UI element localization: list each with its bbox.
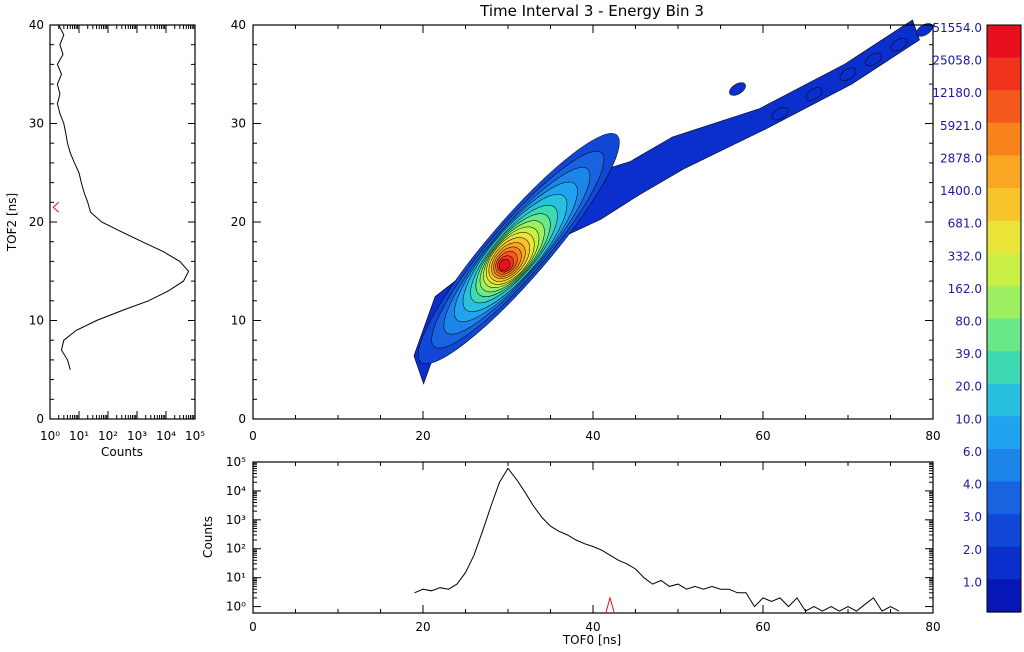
bottom-y-tick-label: 10²: [226, 542, 246, 556]
contour-blob: [839, 67, 857, 81]
colorbar-swatch: [987, 481, 1021, 515]
colorbar-label: 80.0: [955, 315, 982, 329]
colorbar-swatch: [987, 546, 1021, 580]
left-counts-panel: 0 10 20 30 40 10⁰ 10¹ 10² 10³ 10⁴ 10⁵ TOF2 [ns] Co…: [5, 18, 205, 459]
main-y-tick-label: 40: [231, 18, 246, 32]
bottom-x-tick-label: 40: [585, 620, 600, 634]
main-y-tick-label: 30: [231, 117, 246, 131]
colorbar-label: 3.0: [963, 510, 982, 524]
left-axis-ticks: 0 10 20 30 40 10⁰ 10¹ 10² 10³ 10⁴ 10⁵: [29, 18, 206, 443]
main-x-tick-label: 80: [925, 429, 940, 443]
left-x-axis-label: Counts: [101, 445, 143, 459]
colorbar-label: 12180.0: [932, 86, 982, 100]
main-axis-ticks: 0 20 40 60 80 0 10 20 30 40: [231, 18, 941, 443]
main-heatmap-panel: 0 20 40 60 80 0 10 20 30 40: [231, 18, 941, 443]
left-y-tick-label: 20: [29, 215, 44, 229]
bottom-x-axis-label: TOF0 [ns]: [562, 633, 621, 647]
colorbar-label: 51554.0: [932, 21, 982, 35]
colorbar-label: 162.0: [948, 282, 982, 296]
main-x-tick-label: 20: [415, 429, 430, 443]
colorbar-swatch: [987, 155, 1021, 189]
bottom-y-axis-label: Counts: [201, 516, 215, 558]
left-x-tick-label: 10⁴: [156, 429, 176, 443]
main-y-tick-label: 20: [231, 215, 246, 229]
bottom-axis-ticks: 0 20 40 60 80 10⁰ 10¹ 10² 10³ 10⁴ 10⁵: [226, 455, 941, 634]
contour-blob: [771, 107, 789, 121]
colorbar-swatch: [987, 188, 1021, 222]
colorbar-swatch: [987, 416, 1021, 450]
bottom-y-tick-label: 10⁴: [226, 484, 246, 498]
bottom-x-tick-label: 80: [925, 620, 940, 634]
colorbar-swatch: [987, 220, 1021, 254]
colorbar-swatch: [987, 383, 1021, 417]
colorbar-label: 25058.0: [932, 54, 982, 68]
colorbar-label: 2.0: [963, 543, 982, 557]
colorbar-swatch: [987, 253, 1021, 287]
main-x-tick-label: 60: [755, 429, 770, 443]
colorbar-swatch: [987, 285, 1021, 320]
colorbar-label: 1.0: [963, 575, 982, 589]
bottom-red-profile: [605, 596, 615, 614]
left-x-tick-label: 10⁰: [40, 429, 60, 443]
chart-title: Time Interval 3 - Energy Bin 3: [479, 2, 704, 20]
bottom-x-tick-label: 20: [415, 620, 430, 634]
colorbar-label: 5921.0: [940, 119, 982, 133]
left-profile-lines: [52, 24, 190, 370]
bottom-plot-frame: [252, 461, 934, 614]
contour-blob: [890, 38, 908, 52]
main-y-tick-label: 10: [231, 314, 246, 328]
left-y-tick-label: 10: [29, 314, 44, 328]
main-x-tick-label: 0: [249, 429, 257, 443]
contour-fill: [413, 19, 933, 385]
colorbar-swatch: [987, 579, 1021, 613]
colorbar-swatch: [987, 514, 1021, 548]
left-plot-frame: [49, 24, 196, 420]
contour-blob: [729, 82, 746, 96]
colorbar-label: 20.0: [955, 380, 982, 394]
contour-band: [498, 259, 511, 271]
bottom-counts-panel: 0 20 40 60 80 10⁰ 10¹ 10² 10³ 10⁴ 10⁵ Counts TOF0 …: [201, 455, 941, 647]
colorbar-label: 6.0: [963, 445, 982, 459]
left-x-tick-label: 10³: [127, 429, 147, 443]
colorbar-label: 10.0: [955, 412, 982, 426]
colorbar-swatch: [987, 448, 1021, 483]
colorbar-frame: [986, 24, 1022, 613]
colorbar-label: 4.0: [963, 478, 982, 492]
contour-blob: [805, 87, 823, 101]
colorbar-label: 332.0: [948, 249, 982, 263]
colorbar-label: 39.0: [955, 347, 982, 361]
left-red-profile: [52, 201, 60, 213]
left-x-tick-label: 10²: [98, 429, 118, 443]
left-y-tick-label: 40: [29, 18, 44, 32]
colorbar-label: 2878.0: [940, 151, 982, 165]
colorbar-swatch: [987, 25, 1021, 59]
bottom-y-tick-label: 10⁵: [226, 455, 246, 469]
left-x-tick-label: 10⁵: [185, 429, 205, 443]
colorbar-label: 1400.0: [940, 184, 982, 198]
colorbar-swatch: [987, 351, 1021, 385]
main-y-tick-label: 0: [238, 412, 246, 426]
left-y-tick-label: 0: [36, 412, 44, 426]
bottom-counts-profile: [414, 467, 900, 612]
left-y-tick-label: 30: [29, 117, 44, 131]
bottom-y-tick-label: 10⁰: [226, 600, 246, 614]
colorbar-swatch: [987, 57, 1021, 91]
contour-blob: [865, 52, 882, 67]
colorbar-swatch: [987, 90, 1021, 124]
bottom-profile-lines: [414, 467, 900, 614]
bottom-x-tick-label: 0: [249, 620, 257, 634]
main-x-tick-label: 40: [585, 429, 600, 443]
bottom-x-tick-label: 60: [755, 620, 770, 634]
colorbar-swatch: [987, 122, 1021, 156]
colorbar-label: 681.0: [948, 217, 982, 231]
bottom-y-tick-label: 10¹: [226, 571, 246, 585]
colorbar-swatch: [987, 318, 1021, 352]
bottom-y-tick-label: 10³: [226, 513, 246, 527]
left-y-axis-label: TOF2 [ns]: [5, 193, 19, 252]
left-counts-profile: [56, 24, 190, 370]
left-x-tick-label: 10¹: [69, 429, 89, 443]
colorbar: 51554.0 25058.0 12180.0 5921.0 2878.0 1400.0 6…: [932, 21, 1022, 613]
